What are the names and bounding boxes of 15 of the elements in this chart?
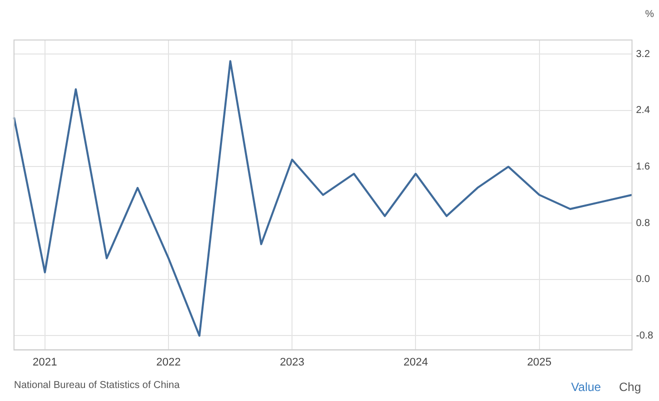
text: Chg — [618, 380, 641, 394]
y-tick-label: 0.8 — [636, 218, 650, 229]
x-tick-label: 2023 — [280, 356, 304, 368]
y-tick-label: 3.2 — [636, 48, 650, 60]
x-tick-label: 2024 — [403, 356, 428, 368]
y-axis-title: % — [645, 8, 654, 20]
x-tick-label: 2022 — [156, 356, 181, 368]
y-tick-label: 1.6 — [636, 161, 650, 172]
text: Value — [571, 380, 601, 394]
y-tick-label: 0.0 — [636, 274, 650, 286]
text: National Bureau of Statistics of China — [14, 380, 180, 391]
y-tick-label: -0.8 — [636, 330, 654, 342]
y-tick-label: 2.4 — [636, 105, 650, 116]
x-tick-label: 2021 — [32, 356, 58, 368]
x-tick-label: 2025 — [527, 356, 552, 368]
